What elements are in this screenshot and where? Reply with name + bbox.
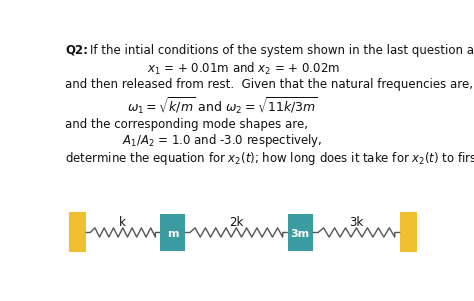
- Text: $A_1/A_2$ = 1.0 and -3.0 respectively,: $A_1/A_2$ = 1.0 and -3.0 respectively,: [122, 132, 322, 149]
- Text: 3k: 3k: [349, 216, 364, 228]
- Text: 2k: 2k: [229, 216, 244, 228]
- Text: $\omega_1 = \sqrt{k/m}$ and $\omega_2 = \sqrt{11k/3m}$: $\omega_1 = \sqrt{k/m}$ and $\omega_2 = …: [127, 95, 318, 116]
- Text: 3m: 3m: [291, 229, 310, 239]
- Bar: [288, 214, 313, 251]
- Text: k: k: [119, 216, 126, 228]
- Text: Q2:: Q2:: [65, 44, 89, 57]
- Text: m: m: [167, 229, 178, 239]
- Bar: [69, 213, 86, 253]
- Bar: [400, 213, 417, 253]
- Text: determine the equation for $x_2(t)$; how long does it take for $x_2(t)$ to first: determine the equation for $x_2(t)$; how…: [65, 150, 474, 167]
- Text: and the corresponding mode shapes are,: and the corresponding mode shapes are,: [65, 118, 309, 131]
- Bar: [160, 214, 185, 251]
- Text: and then released from rest.  Given that the natural frequencies are,: and then released from rest. Given that …: [65, 79, 474, 92]
- Text: $x_1$ = + 0.01m and $x_2$ = + 0.02m: $x_1$ = + 0.01m and $x_2$ = + 0.02m: [146, 61, 339, 77]
- Text: If the intial conditions of the system shown in the last question are:: If the intial conditions of the system s…: [90, 44, 474, 57]
